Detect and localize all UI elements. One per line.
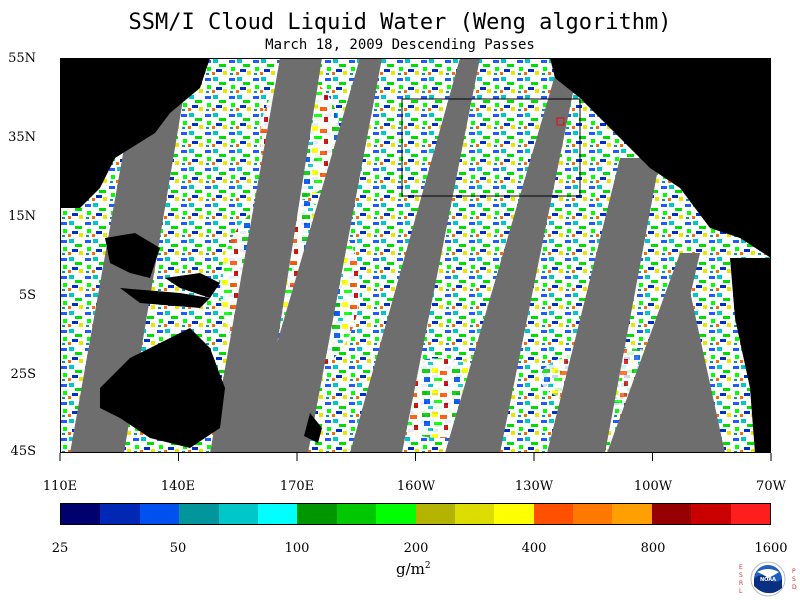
colorbar-swatch (218, 504, 258, 524)
lat-label: 55N (8, 51, 36, 66)
colorbar-label: 400 (521, 541, 547, 556)
map-title: SSM/I Cloud Liquid Water (Weng algorithm… (128, 10, 672, 35)
lat-label: 15N (8, 209, 36, 224)
colorbar-swatch (376, 504, 416, 524)
land-masses (60, 58, 771, 453)
lon-label: 170E (279, 479, 315, 494)
colorbar-swatch (336, 504, 377, 524)
colorbar (60, 503, 771, 525)
lon-label: 100W (633, 479, 673, 494)
colorbar-label: 100 (284, 541, 310, 556)
colorbar-swatch (257, 504, 298, 524)
lon-ticks (59, 453, 772, 461)
colorbar-swatch (494, 504, 534, 524)
colorbar-swatch (415, 504, 455, 524)
colorbar-swatch (533, 504, 574, 524)
colorbar-swatch (454, 504, 495, 524)
colorbar-swatch (730, 504, 771, 524)
colorbar-label: 200 (403, 541, 429, 556)
colorbar-swatch (651, 504, 692, 524)
lat-label: 25S (10, 367, 36, 382)
colorbar-swatch (179, 504, 219, 524)
svg-text:L: L (739, 588, 743, 595)
colorbar-swatch (61, 504, 101, 524)
colorbar-swatch (297, 504, 337, 524)
svg-text:P: P (792, 568, 796, 575)
lat-label: 5S (18, 288, 36, 303)
svg-text:D: D (792, 584, 797, 591)
colorbar-label: 25 (51, 541, 69, 556)
lon-label: 160W (396, 479, 436, 494)
units-label: g/m2 (396, 560, 431, 578)
lon-label: 70W (756, 479, 786, 494)
svg-text:E: E (739, 564, 743, 571)
lat-label: 35N (8, 130, 36, 145)
colorbar-swatch (612, 504, 652, 524)
map-subtitle: March 18, 2009 Descending Passes (265, 37, 535, 53)
colorbar-swatch (573, 504, 613, 524)
colorbar-label: 1600 (754, 541, 788, 556)
svg-text:NOAA: NOAA (760, 577, 776, 583)
lon-label: 140E (160, 479, 196, 494)
lat-label: 45S (10, 444, 36, 459)
svg-text:R: R (739, 580, 743, 587)
colorbar-swatch (691, 504, 731, 524)
colorbar-swatch (139, 504, 180, 524)
lon-label: 110E (42, 479, 78, 494)
svg-text:S: S (792, 576, 796, 583)
svg-text:S: S (739, 572, 743, 579)
lon-label: 130W (514, 479, 554, 494)
colorbar-label: 50 (169, 541, 187, 556)
colorbar-label: 800 (640, 541, 666, 556)
colorbar-swatch (100, 504, 140, 524)
cloud-water-map (60, 58, 771, 453)
